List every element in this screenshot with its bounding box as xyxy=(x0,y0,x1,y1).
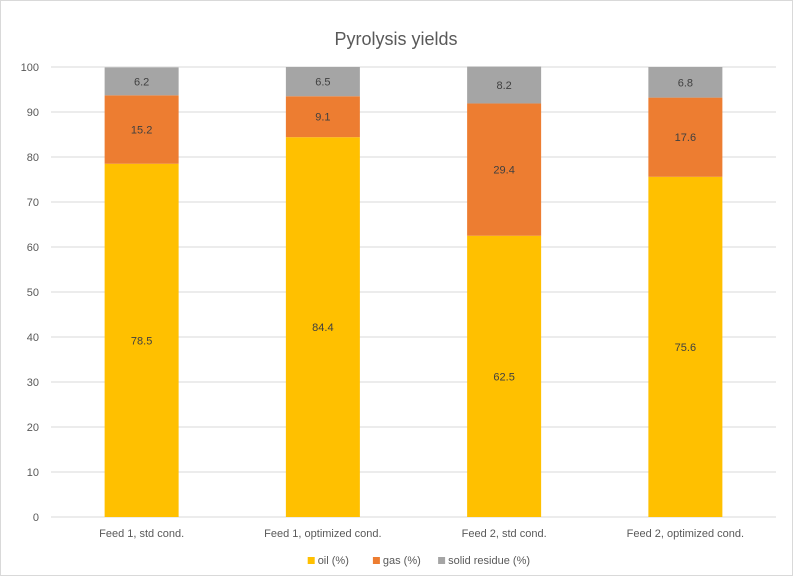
legend-label: solid residue (%) xyxy=(448,555,530,567)
y-tick-label: 40 xyxy=(27,332,39,344)
legend: oil (%) gas (%) solid residue (%) xyxy=(308,555,530,567)
y-tick-label: 20 xyxy=(27,422,39,434)
data-label: 75.6 xyxy=(675,342,696,354)
data-label: 84.4 xyxy=(312,322,333,334)
data-label: 6.2 xyxy=(134,76,149,88)
x-category-label: Feed 1, optimized cond. xyxy=(264,528,381,540)
data-label: 8.2 xyxy=(496,80,511,92)
x-axis-categories: Feed 1, std cond. Feed 1, optimized cond.… xyxy=(99,528,744,540)
data-label: 9.1 xyxy=(315,112,330,124)
data-label: 15.2 xyxy=(131,125,152,137)
legend-swatch xyxy=(438,557,445,564)
data-label: 6.8 xyxy=(678,77,693,89)
legend-label: gas (%) xyxy=(383,555,421,567)
y-tick-label: 70 xyxy=(27,197,39,209)
y-tick-label: 50 xyxy=(27,287,39,299)
legend-label: oil (%) xyxy=(318,555,349,567)
y-tick-label: 80 xyxy=(27,152,39,164)
data-label: 6.5 xyxy=(315,77,330,89)
legend-swatch xyxy=(373,557,380,564)
y-tick-label: 30 xyxy=(27,377,39,389)
chart-title: Pyrolysis yields xyxy=(334,29,457,49)
y-tick-label: 90 xyxy=(27,107,39,119)
y-tick-label: 10 xyxy=(27,467,39,479)
y-tick-label: 60 xyxy=(27,242,39,254)
y-tick-label: 100 xyxy=(21,62,39,74)
x-category-label: Feed 2, std cond. xyxy=(462,528,547,540)
y-axis-ticks: 0 10 20 30 40 50 60 70 80 90 100 xyxy=(21,62,39,524)
x-category-label: Feed 2, optimized cond. xyxy=(627,528,744,540)
data-label: 29.4 xyxy=(493,165,514,177)
data-label: 62.5 xyxy=(493,371,514,383)
y-tick-label: 0 xyxy=(33,512,39,524)
legend-swatch xyxy=(308,557,315,564)
data-label: 17.6 xyxy=(675,132,696,144)
data-label: 78.5 xyxy=(131,335,152,347)
x-category-label: Feed 1, std cond. xyxy=(99,528,184,540)
